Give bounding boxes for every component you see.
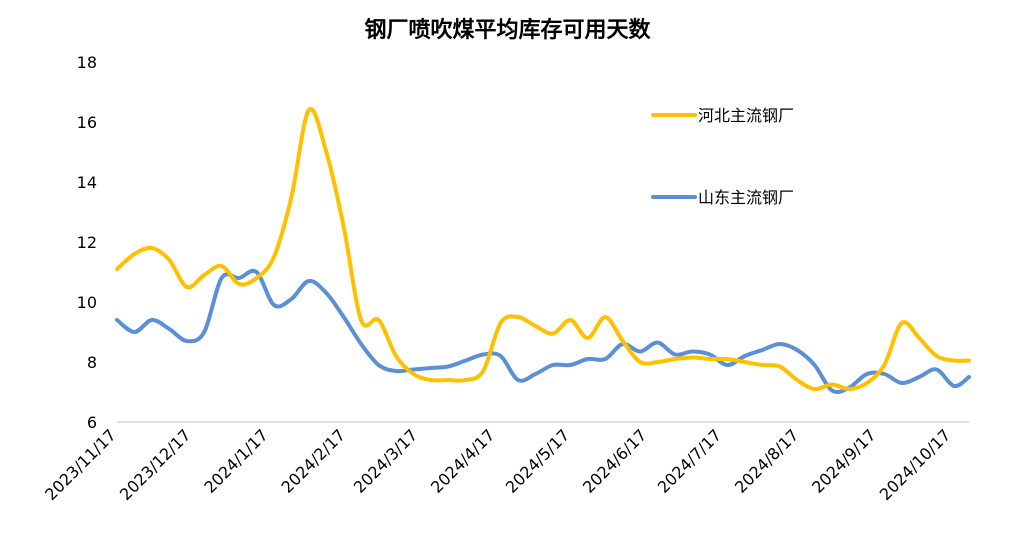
x-tick-label: 2023/12/17 [116,425,195,504]
chart-title: 钢厂喷吹煤平均库存可用天数 [364,18,651,43]
x-tick-label: 2024/9/17 [808,425,879,496]
y-tick-label: 10 [77,293,97,312]
x-tick-label: 2024/10/17 [876,425,955,504]
y-tick-label: 12 [77,233,97,252]
y-tick-label: 14 [77,173,97,192]
x-tick-label: 2024/1/17 [200,425,271,496]
y-tick-label: 18 [77,53,97,72]
y-axis-ticks: 6 8 10 12 14 16 18 [77,53,97,432]
series-line-shandong [115,268,971,395]
x-tick-label: 2023/11/17 [41,425,120,504]
series-layer [115,106,971,395]
x-tick-label: 2024/3/17 [350,425,421,496]
y-tick-label: 8 [87,353,97,372]
y-tick-label: 16 [77,113,97,132]
x-tick-label: 2024/2/17 [278,425,349,496]
y-tick-label: 6 [87,413,97,432]
legend-label: 河北主流钢厂 [698,106,794,125]
x-tick-label: 2024/4/17 [427,425,498,496]
series-line-hebei [115,106,971,392]
x-tick-label: 2024/6/17 [579,425,650,496]
x-tick-label: 2024/8/17 [731,425,802,496]
x-tick-label: 2024/5/17 [502,425,573,496]
legend-label: 山东主流钢厂 [698,188,794,207]
x-tick-label: 2024/7/17 [654,425,725,496]
